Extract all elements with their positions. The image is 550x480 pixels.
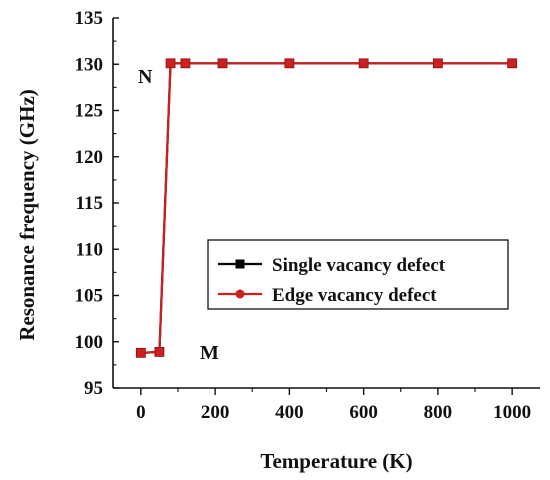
data-point — [358, 58, 369, 69]
annotation-m: M — [200, 342, 219, 364]
legend: Single vacancy defect Edge vacancy defect — [207, 239, 509, 310]
y-tick-label: 125 — [75, 101, 104, 122]
legend-marker-circle — [235, 289, 245, 299]
y-tick-label: 130 — [75, 54, 104, 75]
data-point — [135, 347, 146, 358]
data-point — [154, 347, 165, 357]
axes — [112, 18, 540, 389]
annotation-n: N — [138, 66, 153, 88]
y-tick-label: 135 — [75, 8, 104, 29]
x-tick-label: 0 — [136, 402, 146, 423]
data-point — [507, 58, 518, 69]
legend-item-2: Edge vacancy defect — [218, 285, 437, 306]
legend-label: Single vacancy defect — [272, 255, 446, 276]
y-ticks: 95 100 105 110 115 120 125 130 135 — [75, 8, 119, 399]
x-ticks: 0 200 400 600 800 1000 — [136, 388, 531, 423]
y-tick-label: 115 — [76, 193, 103, 214]
x-tick-label: 600 — [349, 402, 378, 423]
y-tick-label: 95 — [84, 378, 103, 399]
x-axis-title: Temperature (K) — [260, 449, 412, 473]
series-1 — [136, 58, 517, 358]
x-tick-label: 1000 — [493, 402, 531, 423]
x-tick-label: 200 — [201, 402, 230, 423]
y-tick-label: 120 — [75, 147, 104, 168]
y-tick-label: 110 — [76, 239, 103, 260]
series-layer — [135, 58, 518, 358]
legend-item-1: Single vacancy defect — [218, 255, 446, 276]
y-tick-label: 105 — [75, 286, 104, 307]
y-tick-label: 100 — [75, 332, 104, 353]
x-tick-label: 800 — [424, 402, 453, 423]
legend-box — [207, 239, 509, 310]
series-2 — [135, 58, 518, 358]
data-point — [180, 58, 191, 69]
legend-items: Single vacancy defect Edge vacancy defect — [218, 255, 446, 306]
data-point — [217, 58, 228, 69]
y-axis-title: Resonance frequency (GHz) — [15, 89, 39, 341]
legend-marker-square — [235, 259, 245, 269]
legend-label: Edge vacancy defect — [272, 285, 437, 306]
data-point — [432, 58, 443, 69]
data-point — [284, 58, 295, 69]
x-tick-label: 400 — [275, 402, 304, 423]
data-point — [165, 58, 176, 69]
